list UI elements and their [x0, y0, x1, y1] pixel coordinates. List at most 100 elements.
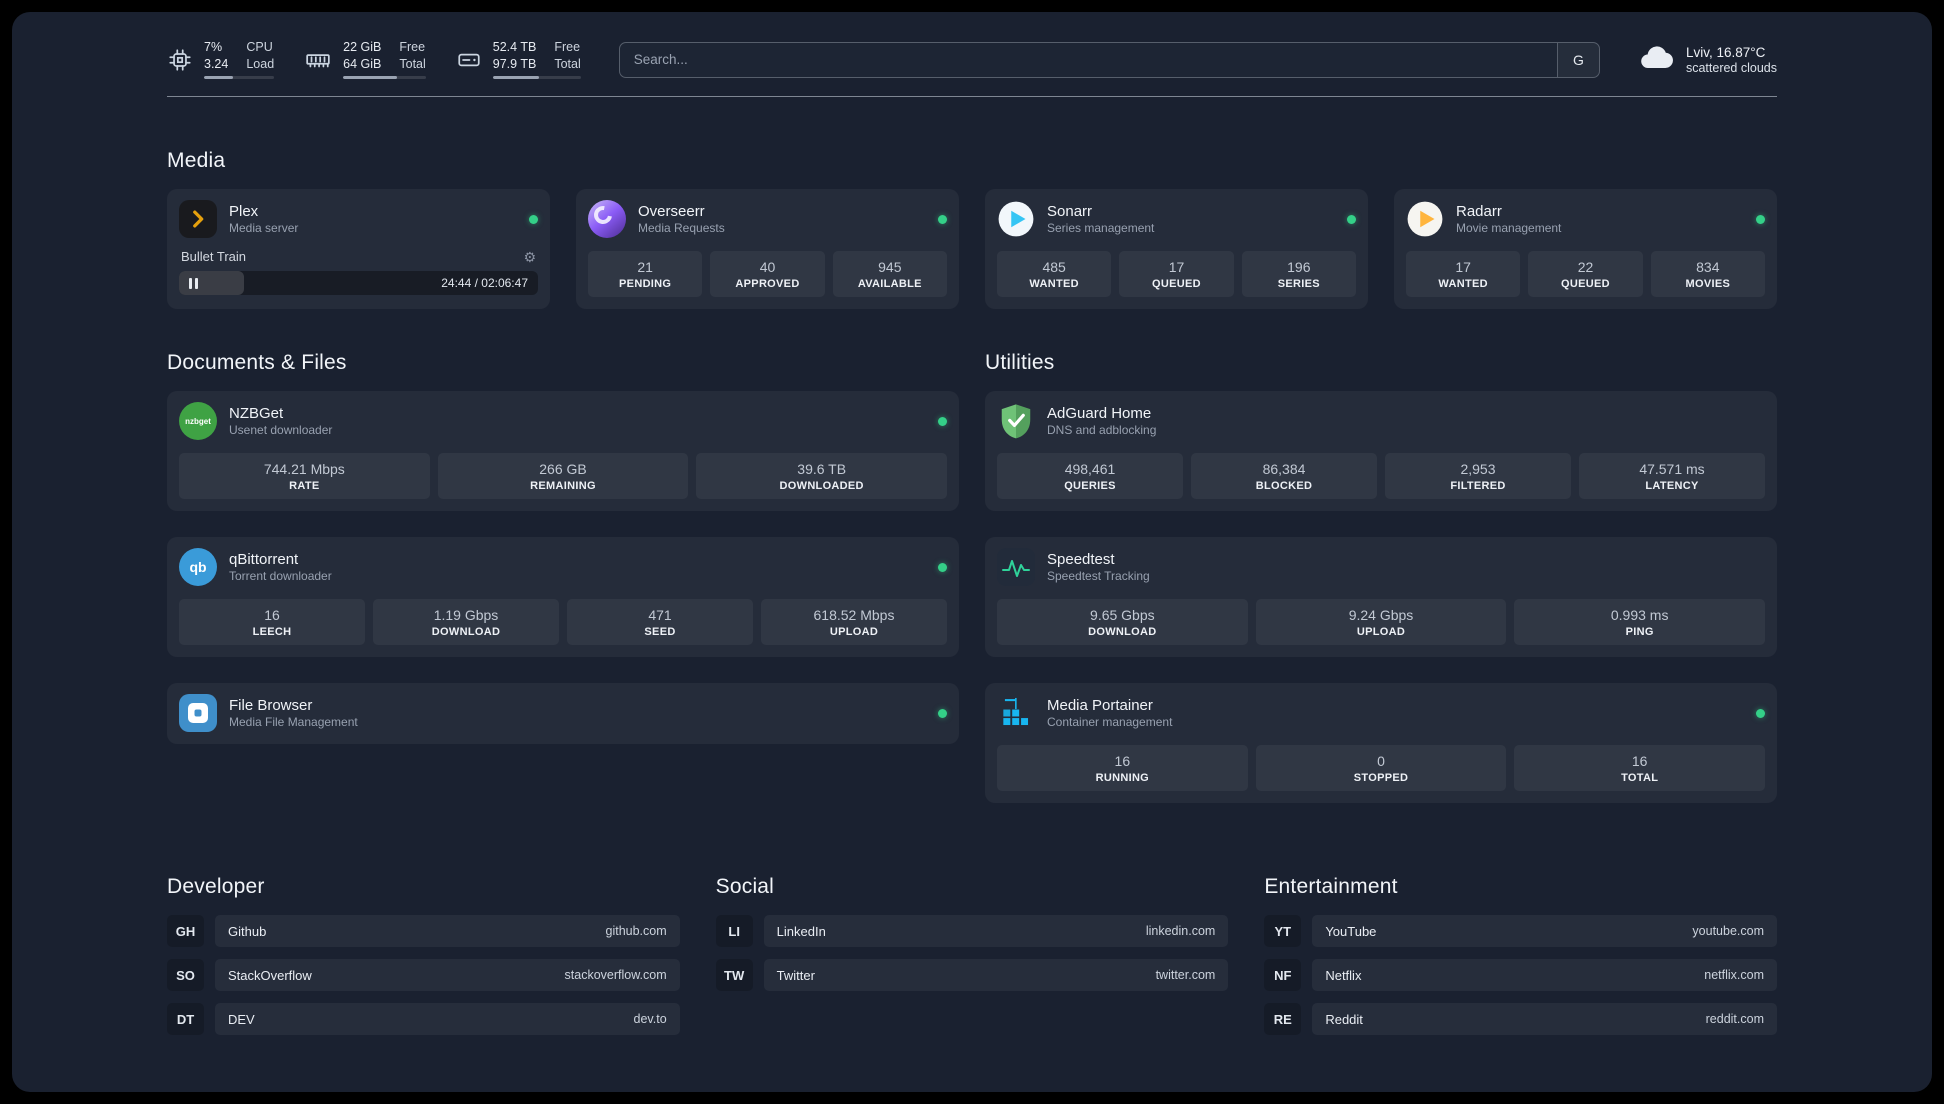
stat-pending: 21 PENDING [588, 251, 703, 298]
bookmark-url: stackoverflow.com [564, 968, 667, 983]
overseerr-icon [588, 200, 626, 239]
stat-filtered: 2,953 FILTERED [1385, 453, 1571, 500]
bookmark-abbr: YT [1264, 915, 1302, 948]
pause-icon[interactable] [189, 277, 198, 289]
weather-location: Lviv, 16.87°C [1685, 44, 1766, 60]
media-grid: Plex Media server Bullet Train ⚙ 24:44 /… [167, 189, 1777, 310]
search-bar: G [618, 41, 1600, 78]
cpu-value: 7% [204, 40, 223, 54]
status-dot [938, 214, 947, 224]
service-name: File Browser [229, 697, 313, 715]
section-title-entertainment: Entertainment [1264, 875, 1398, 899]
bookmark-github[interactable]: GH Github github.com [167, 915, 680, 948]
speedtest-link[interactable]: Speedtest Speedtest Tracking [997, 548, 1765, 587]
memory-free-value: 22 GiB [343, 40, 382, 54]
service-name: Sonarr [1047, 203, 1093, 221]
qbittorrent-link[interactable]: qb qBittorrent Torrent downloader [179, 548, 947, 587]
stat-series: 196 SERIES [1241, 251, 1356, 298]
gear-icon[interactable]: ⚙ [523, 248, 536, 265]
search-input[interactable] [619, 42, 1557, 77]
disk-total-value: 97.9 TB [492, 56, 537, 71]
sonarr-link[interactable]: Sonarr Series management [997, 200, 1356, 238]
radarr-link[interactable]: Radarr Movie management [1406, 200, 1765, 238]
section-title-utilities: Utilities [985, 351, 1055, 375]
bookmark-abbr: DT [167, 1003, 204, 1036]
plex-link[interactable]: Plex Media server [179, 200, 538, 239]
bookmark-abbr: NF [1264, 959, 1302, 992]
overseerr-link[interactable]: Overseerr Media Requests [588, 200, 947, 239]
service-subtitle: Media File Management [229, 715, 358, 730]
memory-free-label: Free [399, 40, 426, 54]
service-name: AdGuard Home [1047, 405, 1152, 423]
weather-widget: Lviv, 16.87°C scattered clouds [1638, 43, 1777, 76]
adguard-icon [997, 402, 1035, 440]
bookmark-group-entertainment: Entertainment YT YouTube youtube.com NF … [1264, 875, 1777, 1047]
plex-icon [179, 200, 217, 239]
portainer-link[interactable]: Media Portainer Container management [997, 694, 1765, 732]
stat-latency: 47.571 ms LATENCY [1579, 453, 1765, 500]
stat-upload: 618.52 Mbps UPLOAD [761, 599, 947, 646]
bookmark-dev[interactable]: DT DEV dev.to [167, 1003, 680, 1036]
stat-remaining: 266 GB REMAINING [437, 453, 689, 500]
bookmark-abbr: RE [1264, 1003, 1302, 1036]
service-subtitle: Torrent downloader [229, 569, 332, 584]
bookmark-name: LinkedIn [776, 923, 826, 939]
stat-upload: 9.24 Gbps UPLOAD [1255, 599, 1507, 646]
cpu-label: CPU [246, 40, 273, 54]
stat-leech: 16 LEECH [179, 599, 365, 646]
service-name: qBittorrent [229, 551, 299, 569]
portainer-card: Media Portainer Container management 16 … [985, 683, 1777, 804]
bookmark-youtube[interactable]: YT YouTube youtube.com [1264, 915, 1777, 948]
bookmark-name: Github [228, 923, 267, 939]
service-name: Plex [229, 203, 259, 221]
nzbget-icon: nzbget [179, 402, 217, 441]
section-title-media: Media [167, 149, 226, 173]
bookmark-url: twitter.com [1155, 968, 1216, 983]
bookmark-url: github.com [605, 924, 667, 939]
bookmark-abbr: TW [715, 959, 753, 992]
nzbget-card: nzbget NZBGet Usenet downloader 744.21 M… [167, 391, 959, 512]
bookmark-stackoverflow[interactable]: SO StackOverflow stackoverflow.com [167, 959, 680, 992]
speedtest-icon [997, 548, 1035, 587]
bookmark-netflix[interactable]: NF Netflix netflix.com [1264, 959, 1777, 992]
bookmark-group-social: Social LI LinkedIn linkedin.com TW Twitt… [715, 875, 1229, 1003]
disk-free-value: 52.4 TB [492, 40, 537, 54]
disk-free-label: Free [554, 40, 581, 54]
weather-condition: scattered clouds [1685, 60, 1777, 75]
status-dot [529, 214, 538, 224]
portainer-icon [997, 694, 1035, 732]
stat-queued: 22 QUEUED [1528, 251, 1643, 298]
stat-available: 945 AVAILABLE [832, 251, 947, 298]
service-name: Media Portainer [1047, 697, 1153, 715]
overseerr-card: Overseerr Media Requests 21 PENDING 40 A… [576, 189, 959, 310]
filebrowser-icon [179, 694, 217, 733]
status-dot [938, 708, 947, 718]
plex-progress-bar[interactable]: 24:44 / 02:06:47 [179, 271, 538, 296]
stat-ping: 0.993 ms PING [1514, 599, 1766, 646]
section-title-documents: Documents & Files [167, 351, 347, 375]
bookmark-twitter[interactable]: TW Twitter twitter.com [715, 959, 1229, 992]
filebrowser-link[interactable]: File Browser Media File Management [179, 694, 947, 733]
stat-wanted: 17 WANTED [1406, 251, 1521, 298]
radarr-icon [1406, 200, 1444, 238]
bookmark-reddit[interactable]: RE Reddit reddit.com [1264, 1003, 1777, 1036]
stat-blocked: 86,384 BLOCKED [1191, 453, 1377, 500]
service-subtitle: Media Requests [638, 221, 725, 236]
cpu-load-label: Load [246, 56, 275, 71]
stat-rate: 744.21 Mbps RATE [179, 453, 430, 500]
section-title-social: Social [715, 875, 775, 899]
qbittorrent-card: qb qBittorrent Torrent downloader 16 LEE… [167, 537, 959, 658]
bookmark-linkedin[interactable]: LI LinkedIn linkedin.com [715, 915, 1229, 948]
bookmark-url: dev.to [633, 1012, 667, 1027]
topbar-divider [167, 96, 1777, 98]
service-subtitle: Media server [229, 221, 299, 236]
stat-stopped: 0 STOPPED [1255, 745, 1507, 792]
search-provider-button[interactable]: G [1556, 42, 1599, 77]
adguard-link[interactable]: AdGuard Home DNS and adblocking [997, 402, 1765, 440]
stat-downloaded: 39.6 TB DOWNLOADED [696, 453, 948, 500]
status-dot [1756, 708, 1765, 718]
speedtest-card: Speedtest Speedtest Tracking 9.65 Gbps D… [985, 537, 1777, 658]
nzbget-link[interactable]: nzbget NZBGet Usenet downloader [179, 402, 947, 441]
section-title-developer: Developer [167, 875, 265, 899]
service-subtitle: Container management [1047, 715, 1173, 730]
